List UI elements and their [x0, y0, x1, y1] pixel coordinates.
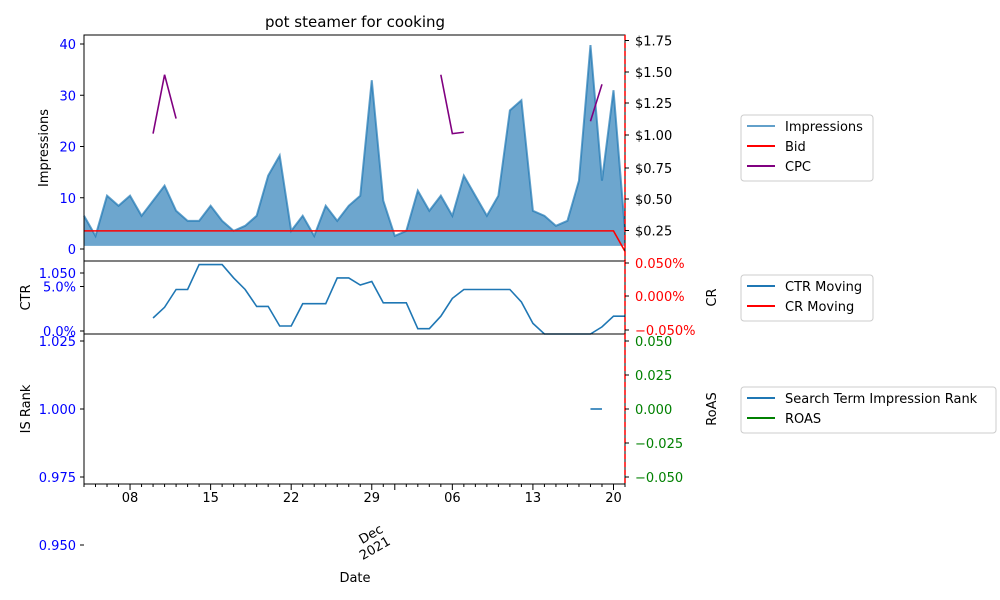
left-tick-label: 0.975 — [39, 471, 76, 486]
panel-frame — [83, 260, 626, 335]
series-cpc — [152, 74, 603, 135]
left-tick-label: 0.950 — [39, 539, 76, 554]
right-tick-label: $0.50 — [635, 193, 672, 208]
right-axis-label: CR — [705, 288, 720, 306]
left-axis-label: CTR — [19, 284, 34, 310]
legend-box — [740, 386, 997, 434]
chart-title: pot steamer for cooking — [265, 13, 445, 31]
x-tick-label: 06 — [444, 491, 461, 506]
right-tick-label: $1.00 — [635, 129, 672, 144]
left-tick-label: 0.0% — [43, 325, 76, 340]
right-tick-label: $1.75 — [635, 35, 672, 50]
panel-frame — [83, 333, 626, 485]
legend-label: Impressions — [785, 120, 863, 135]
left-tick-label: 20 — [59, 141, 76, 156]
series-bid — [84, 230, 626, 252]
right-tick-label: −0.050 — [635, 471, 683, 486]
left-tick-label: 1.000 — [39, 403, 76, 418]
legend-label: CR Moving — [785, 300, 854, 315]
legend-label: ROAS — [785, 412, 821, 427]
right-tick-label: 0.050 — [635, 335, 672, 350]
x-tick-label: 08 — [122, 491, 139, 506]
x-tick-label: 20 — [605, 491, 622, 506]
right-tick-label: −0.050% — [635, 324, 695, 339]
left-axis-label: Impressions — [37, 109, 52, 187]
right-tick-label: $1.25 — [635, 97, 672, 112]
right-tick-label: $0.25 — [635, 225, 672, 240]
left-tick-label: 10 — [59, 192, 76, 207]
x-tick-label: 22 — [283, 491, 300, 506]
legend-label: Search Term Impression Rank — [785, 392, 978, 407]
right-axis-label: RoAS — [705, 392, 720, 426]
legend-2: Search Term Impression Rank ROAS — [740, 386, 997, 434]
series-ctr-moving — [152, 263, 625, 335]
panel-ctr: 0.0% 5.0% −0.050% 0.000% 0.050% CTR CR — [19, 257, 720, 340]
legend-label: Bid — [785, 140, 806, 155]
right-tick-label: $0.75 — [635, 162, 672, 177]
right-tick-label: −0.025 — [635, 437, 683, 452]
right-tick-label: 0.025 — [635, 369, 672, 384]
left-tick-label: 0 — [68, 243, 76, 258]
legend-label: CTR Moving — [785, 280, 862, 295]
legend-label: CPC — [785, 160, 811, 175]
legend-1: CTR Moving CR Moving — [740, 274, 874, 322]
panel-impressions: 0 10 20 30 40 $0.25 $0.50 $0.75 $1.00 $1.25 $1.50 $… — [37, 34, 672, 262]
left-tick-label: 1.050 — [39, 267, 76, 282]
x-tick-label: 15 — [202, 491, 219, 506]
right-tick-label: 0.050% — [635, 257, 685, 272]
left-tick-label: 30 — [59, 89, 76, 104]
x-axis-label: Date — [339, 571, 370, 586]
series-impressions-line — [83, 44, 626, 239]
left-tick-label: 1.025 — [39, 335, 76, 350]
x-tick-label: 13 — [525, 491, 542, 506]
series-impressions-area — [84, 45, 625, 246]
right-tick-label: $1.50 — [635, 66, 672, 81]
left-tick-label: 5.0% — [43, 281, 76, 296]
panel-isrank: 0.950 0.975 1.000 1.025 1.050 −0.050 −0.025 0.0… — [19, 267, 720, 554]
right-tick-label: 0.000% — [635, 290, 685, 305]
x-tick-label: 29 — [363, 491, 380, 506]
left-axis-label: IS Rank — [19, 384, 34, 433]
left-tick-label: 40 — [59, 38, 76, 53]
right-tick-label: 0.000 — [635, 403, 672, 418]
legend-box — [740, 114, 874, 182]
legend-0: Impressions Bid CPC — [740, 114, 874, 182]
